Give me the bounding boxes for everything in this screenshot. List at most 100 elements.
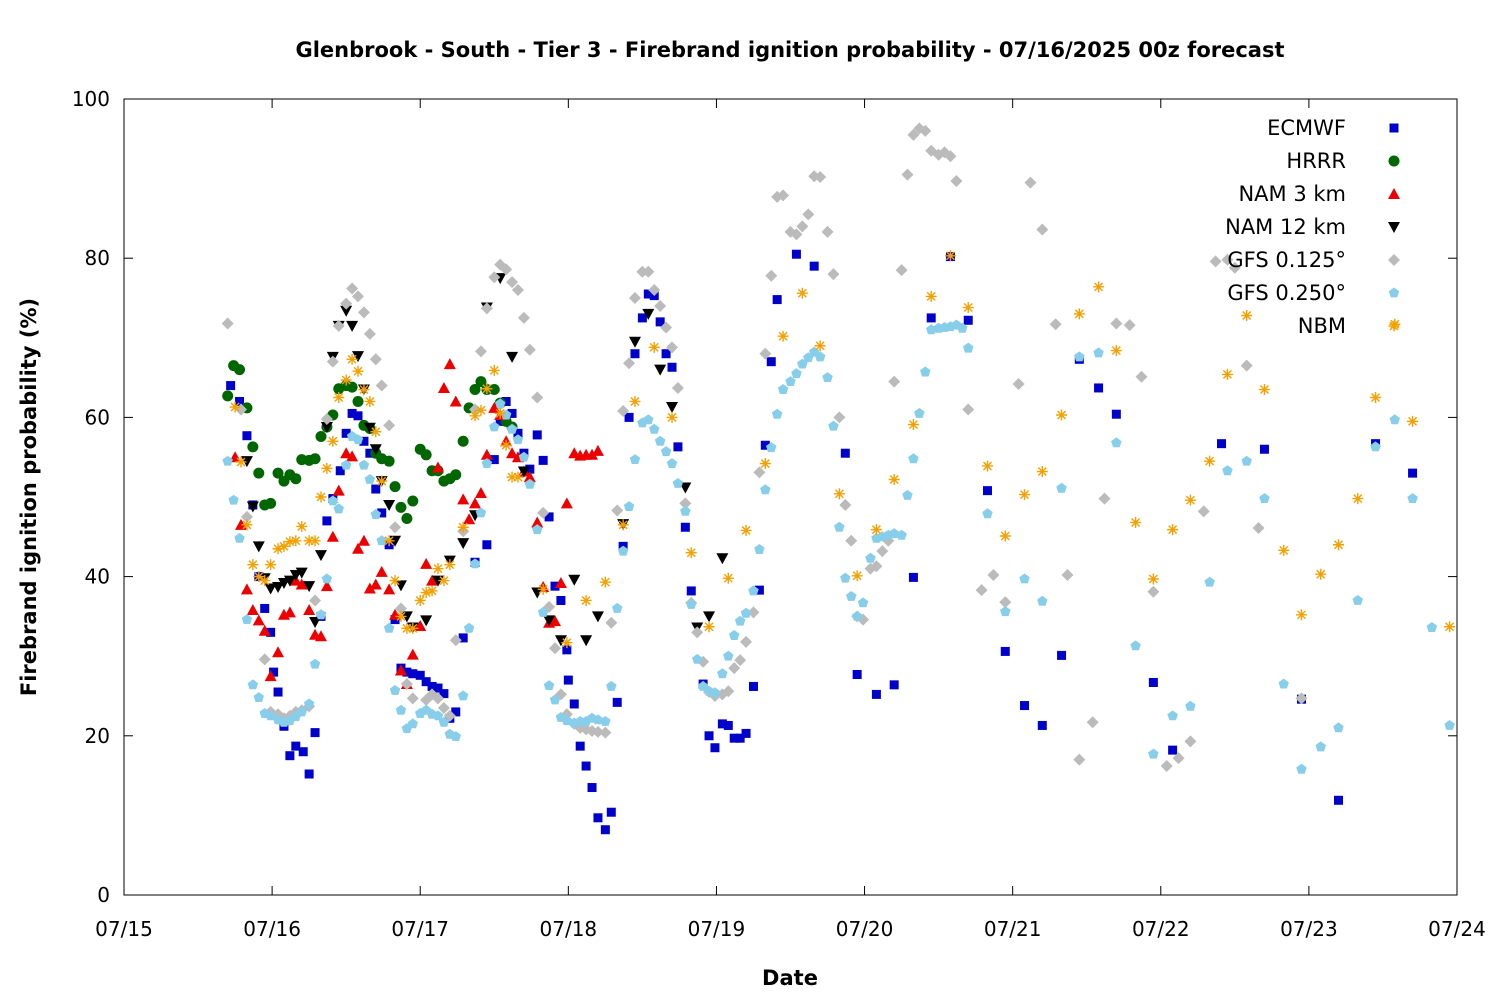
data-point xyxy=(332,484,345,496)
legend-label: ECMWF xyxy=(1267,116,1346,140)
data-point xyxy=(389,521,402,534)
legend: ECMWF HRRR NAM 3 km NAM 12 km GFS 0.125° GFS … xyxy=(1225,116,1400,338)
data-point xyxy=(865,552,876,563)
data-point xyxy=(1074,351,1085,362)
data-point xyxy=(1111,437,1122,448)
data-point xyxy=(580,635,593,647)
data-point xyxy=(383,419,396,432)
y-tick-label: 40 xyxy=(85,565,110,589)
data-point xyxy=(691,626,704,639)
data-point xyxy=(1258,384,1270,396)
data-point xyxy=(655,317,665,327)
x-tick-label: 07/15 xyxy=(95,917,153,941)
data-point xyxy=(723,650,734,661)
data-point xyxy=(741,728,751,738)
data-point xyxy=(389,575,401,587)
data-point xyxy=(383,622,395,633)
data-point xyxy=(1407,415,1419,427)
data-point xyxy=(341,428,351,438)
data-point xyxy=(449,634,462,647)
legend-marker xyxy=(1388,188,1400,199)
data-point xyxy=(451,707,461,717)
data-point xyxy=(406,692,419,705)
data-point xyxy=(226,381,236,391)
data-point xyxy=(501,396,511,406)
data-point xyxy=(735,733,745,743)
data-point xyxy=(537,583,549,595)
data-point xyxy=(606,680,617,691)
data-point xyxy=(679,497,692,510)
data-point xyxy=(630,349,640,359)
data-point xyxy=(643,414,654,425)
data-point xyxy=(352,434,364,445)
series-nbm xyxy=(229,250,1456,649)
data-point xyxy=(321,573,333,584)
data-point xyxy=(629,395,641,407)
data-point xyxy=(673,442,683,452)
data-point xyxy=(1221,253,1234,266)
data-point xyxy=(1167,710,1178,721)
data-point xyxy=(327,435,339,447)
data-point xyxy=(895,264,908,277)
legend-marker xyxy=(1389,123,1399,133)
data-point xyxy=(748,585,759,596)
data-point xyxy=(821,225,834,238)
data-point xyxy=(265,497,277,509)
data-point xyxy=(489,421,500,432)
data-point xyxy=(437,701,450,714)
data-point xyxy=(1278,544,1290,556)
data-point xyxy=(729,630,740,640)
legend-label: NAM 12 km xyxy=(1225,215,1346,239)
data-point xyxy=(272,543,284,555)
legend-marker xyxy=(1388,287,1400,298)
data-point xyxy=(1295,692,1308,705)
data-point xyxy=(420,615,433,627)
data-point xyxy=(1185,700,1196,711)
data-point xyxy=(269,667,279,677)
data-point xyxy=(352,365,364,377)
data-point xyxy=(259,575,271,587)
data-point xyxy=(438,716,450,727)
data-point xyxy=(363,327,376,340)
y-tick-label: 80 xyxy=(85,246,110,270)
data-point xyxy=(310,728,320,738)
data-point xyxy=(728,662,741,675)
legend-marker xyxy=(1388,320,1400,332)
data-point xyxy=(754,544,765,554)
data-point xyxy=(512,434,524,445)
data-point xyxy=(680,522,690,532)
data-point xyxy=(295,578,308,590)
data-point xyxy=(734,615,746,626)
data-point xyxy=(457,493,470,505)
data-point xyxy=(612,697,622,707)
data-point xyxy=(363,422,376,434)
data-point xyxy=(920,366,931,377)
data-point xyxy=(709,687,721,698)
data-point xyxy=(402,667,412,677)
data-point xyxy=(851,610,863,621)
data-point xyxy=(326,355,339,368)
data-point xyxy=(1333,722,1344,733)
data-point xyxy=(1222,465,1233,476)
data-point xyxy=(723,720,733,730)
data-point xyxy=(295,567,308,579)
data-point xyxy=(870,560,883,573)
data-point xyxy=(340,447,353,459)
data-point xyxy=(754,585,764,595)
data-point xyxy=(1184,494,1196,506)
data-point xyxy=(828,420,839,431)
data-point xyxy=(369,353,382,366)
data-point xyxy=(642,308,655,320)
data-point xyxy=(592,714,604,725)
data-point xyxy=(315,491,327,503)
data-point xyxy=(1020,701,1030,711)
data-point xyxy=(561,637,573,649)
data-point xyxy=(222,455,233,466)
series-hrrr xyxy=(222,360,518,524)
data-point xyxy=(834,521,845,532)
data-point xyxy=(814,171,827,184)
data-point xyxy=(628,292,641,304)
data-point xyxy=(1094,383,1104,393)
data-point xyxy=(809,261,819,271)
